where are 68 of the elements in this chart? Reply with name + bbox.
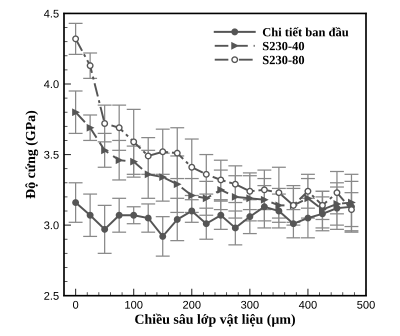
point <box>304 214 312 222</box>
legend-label: S230-40 <box>262 42 304 50</box>
point <box>217 212 224 219</box>
point <box>275 189 282 196</box>
x-axis-title: Chiều sâu lớp vật liệu (µm) <box>135 314 295 327</box>
point <box>130 138 138 146</box>
point <box>202 170 210 178</box>
point <box>159 148 166 156</box>
point <box>174 150 181 157</box>
point <box>130 158 138 166</box>
point <box>86 62 94 70</box>
point <box>246 213 254 220</box>
point <box>174 216 181 223</box>
point <box>144 170 152 178</box>
point <box>116 156 123 164</box>
point <box>290 220 297 228</box>
point <box>86 212 94 219</box>
point <box>188 164 196 171</box>
point <box>333 200 340 208</box>
x-tick-label: 200 <box>183 300 201 309</box>
point <box>333 189 340 196</box>
point <box>232 193 239 200</box>
point <box>232 224 239 232</box>
y-tick-label: 4.0 <box>44 80 59 88</box>
x-tick-label: 300 <box>241 300 259 309</box>
y-tick-label: 3.5 <box>44 150 59 159</box>
point <box>260 196 268 204</box>
x-tick-label: 500 <box>357 300 375 309</box>
y-tick-label: 4.5 <box>44 10 59 18</box>
point <box>101 120 108 127</box>
point <box>246 194 254 202</box>
legend-label: Chi tiết ban đầu <box>262 27 348 36</box>
point <box>275 208 282 214</box>
point <box>217 176 224 184</box>
point <box>304 188 312 195</box>
point <box>86 124 94 132</box>
point <box>101 226 108 233</box>
point <box>202 220 210 228</box>
point <box>130 212 138 219</box>
point <box>260 203 268 210</box>
point <box>188 192 196 199</box>
point <box>260 186 268 194</box>
point <box>174 180 181 188</box>
point <box>188 208 196 214</box>
point <box>159 174 166 181</box>
y-axis-title: Độ cứng (GPa) <box>25 110 38 198</box>
point <box>159 232 166 240</box>
point <box>101 146 108 154</box>
point <box>116 212 123 219</box>
point <box>72 199 80 206</box>
point <box>202 194 210 202</box>
point <box>72 108 80 116</box>
point <box>217 186 224 194</box>
legend-label: S230-80 <box>262 56 304 64</box>
point <box>144 152 152 160</box>
point <box>144 214 152 222</box>
point <box>246 188 254 195</box>
y-tick-label: 2.5 <box>44 292 59 300</box>
point <box>232 180 239 188</box>
x-tick-label: 400 <box>298 300 317 309</box>
x-tick-label: 0 <box>72 300 78 309</box>
point <box>318 202 326 209</box>
point <box>275 202 282 209</box>
point <box>72 35 80 42</box>
point <box>304 194 312 202</box>
x-tick-label: 100 <box>125 300 143 309</box>
point <box>116 124 123 132</box>
y-tick-label: 3.0 <box>44 221 59 230</box>
